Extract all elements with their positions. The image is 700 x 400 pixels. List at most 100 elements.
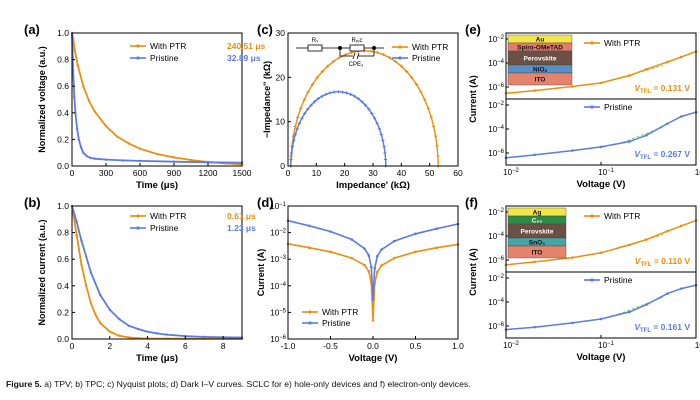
panel-f-ytick-label: 10−6: [488, 322, 504, 331]
panel-b-legend-pristine-marker: [136, 226, 140, 230]
panel-a-ytick-label: 0.2: [57, 134, 69, 144]
panel-b-point-blue: [165, 333, 168, 336]
panel-d-point-blue: [307, 224, 311, 228]
panel-d-ytick-label: 10−6: [270, 335, 286, 344]
panel-a-point-blue: [73, 95, 76, 99]
panel-d-point-blue: [371, 298, 375, 302]
panel-d-point-orange: [392, 256, 396, 260]
caption-text: a) TPV; b) TPC; c) Nyquist plots; d) Dar…: [44, 379, 471, 389]
panel-b-ytick-label: 1.0: [57, 201, 69, 211]
panel-f-stack-label: Ag: [533, 210, 542, 217]
panel-e-stack-label: Spiro-OMeTAD: [517, 45, 563, 52]
panel-b-xtick-label: 0: [70, 341, 75, 351]
panel-d-point-orange: [414, 250, 417, 254]
panel-c-circuit-rs-box: [307, 44, 323, 52]
panel-d-point-orange: [350, 256, 354, 260]
panel-e-point-orange: [645, 67, 648, 71]
panel-b-point-blue: [127, 324, 130, 327]
panel-e-point-orange: [599, 81, 603, 85]
panel-b-ytick-label: 0.6: [57, 254, 69, 264]
panel-b-point-blue: [155, 332, 159, 335]
panel-a-letter: (a): [24, 22, 40, 37]
panel-d-xtick-label: -1.0: [281, 341, 296, 351]
panel-f-point-orange: [645, 238, 648, 241]
panel-a-legend-ptr-marker: [136, 44, 140, 48]
panel-f-legend-blue-marker: [590, 278, 594, 282]
panel-c-legend-ptr-marker: [398, 45, 402, 49]
panel-a-point-blue: [172, 160, 176, 163]
panel-b-point-blue: [203, 335, 206, 339]
panel-a-lifetime-pristine: 32.89 μs: [227, 53, 261, 63]
panel-e-legend-blue-marker: [590, 105, 594, 109]
panel-f-point-blue: [628, 310, 631, 314]
panel-a-point-orange: [93, 110, 96, 113]
panel-c-legend-ptr-label: With PTR: [412, 42, 448, 52]
panel-b-xtick-label: 4: [145, 341, 150, 351]
panel-f-vtfl-blue: VTFL = 0.161 V: [634, 322, 690, 334]
panel-a-point-orange: [138, 147, 142, 150]
panel-f-point-blue: [533, 325, 536, 329]
panel-a-point-orange: [189, 158, 193, 162]
panel-a-xtick-label: 900: [167, 168, 181, 178]
panel-a-point-blue: [74, 111, 77, 115]
panel-d-point-orange: [371, 319, 375, 322]
panel-d-xtick-label: -0.5: [323, 341, 338, 351]
panel-e-legend-orange-label: With PTR: [604, 38, 640, 48]
panel-c-circuit-rrec-label: Rᵣₑc: [351, 38, 362, 44]
panel-a-ylabel: Normalized voltage (a.u.): [37, 46, 47, 153]
panel-f-point-orange: [571, 256, 574, 259]
panel-d-xtick-label: 1.0: [452, 341, 464, 351]
panel-e-xtick-label: 10−1: [598, 168, 614, 177]
panel-d-ytick-label: 10−2: [270, 229, 286, 238]
panel-e-xtick-label: 10−2: [503, 168, 519, 177]
panel-e-point-blue: [628, 140, 631, 143]
panel-c-ytick-label: 20: [276, 72, 286, 82]
panel-d-legend-pristine-label: Pristine: [322, 318, 351, 328]
panel-c-xtick-label: 30: [368, 168, 378, 178]
panel-d-point-orange: [375, 270, 379, 274]
panel-b-point-orange: [89, 301, 93, 305]
panel-f-stack-layer: [507, 245, 567, 259]
panel-d-xlabel: Voltage (V): [349, 353, 398, 364]
panel-a-ytick-label: 1.0: [57, 28, 69, 38]
panel-b-point-orange: [127, 336, 130, 339]
panel-d-point-blue: [350, 238, 354, 241]
panel-f-ytick-label: 10−2: [488, 208, 504, 217]
panel-e-point-blue: [533, 153, 536, 157]
figure-caption: Figure 5. a) TPV; b) TPC; c) Nyquist plo…: [6, 379, 696, 389]
panel-a-point-orange: [116, 135, 119, 138]
panel-b-point-blue: [99, 293, 102, 297]
panel-f-point-blue: [679, 287, 683, 290]
panel-a-point-orange: [87, 99, 91, 103]
panel-e-ytick-label: 10−2: [488, 35, 504, 44]
panel-f-legend-orange-marker: [590, 214, 594, 218]
panel-f-point-orange: [533, 260, 536, 264]
panel-a-point-orange: [155, 152, 159, 156]
panel-e-point-blue: [599, 145, 603, 149]
panel-a-point-blue: [93, 157, 96, 160]
panel-f-point-orange: [628, 243, 631, 247]
panel-a-point-blue: [77, 138, 81, 141]
panel-b-ytick-label: 0.2: [57, 307, 69, 317]
panel-a-xtick-label: 1200: [199, 168, 218, 178]
panel-e-point-orange: [571, 85, 574, 88]
panel-f-xtick-label: 10−2: [503, 341, 519, 350]
panel-b-lifetime-pristine: 1.23 μs: [227, 223, 256, 233]
panel-b-xtick-label: 6: [183, 341, 188, 351]
panel-d-point-blue: [375, 254, 379, 258]
panel-a-point-blue: [79, 146, 83, 149]
panel-b-point-orange: [84, 284, 88, 287]
panel-b-xlabel: Time (μs): [136, 353, 178, 364]
panel-d-point-blue: [435, 227, 439, 231]
panel-b-point-blue: [89, 271, 93, 274]
panel-f-xtick-label: 100: [695, 341, 700, 350]
panel-a-point-blue: [121, 159, 125, 162]
caption-label: Figure 5.: [6, 379, 42, 389]
panel-d-point-blue: [380, 248, 383, 251]
panel-d-ytick-label: 10−5: [270, 308, 286, 317]
panel-a-ytick-label: 0.6: [57, 81, 69, 91]
panel-f-legend-blue-label: Pristine: [604, 275, 633, 285]
panel-c-circuit-rrec-box: [349, 44, 365, 52]
panel-c-legend-pristine-label: Pristine: [412, 53, 441, 63]
